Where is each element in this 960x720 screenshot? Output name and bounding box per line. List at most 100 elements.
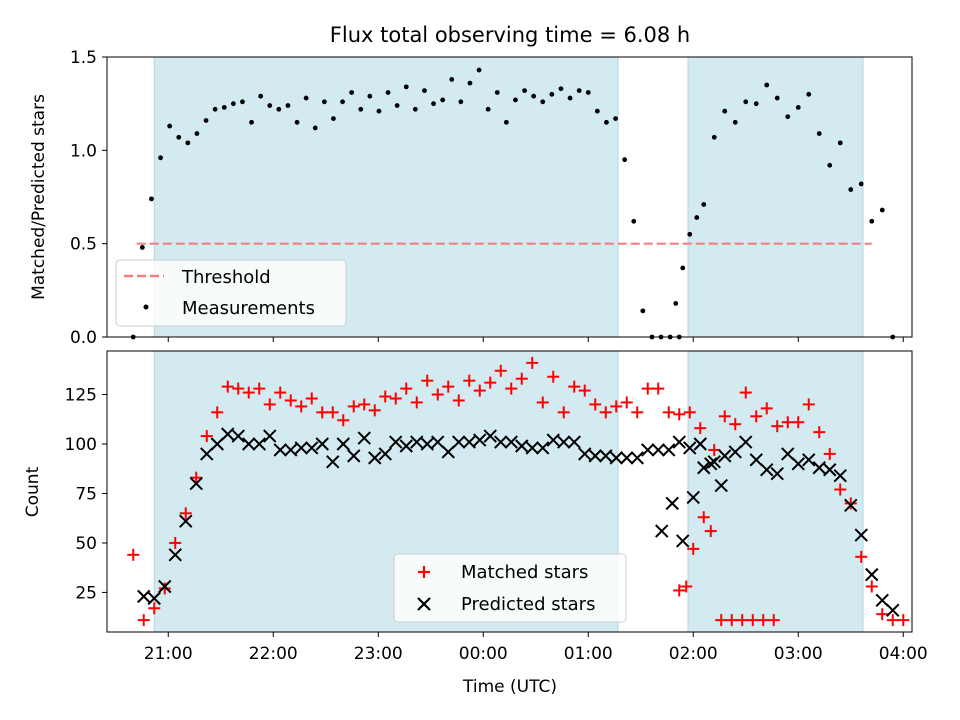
measurement-point — [806, 91, 812, 97]
measurement-point — [522, 88, 527, 93]
x-tick-label: 22:00 — [249, 644, 298, 664]
matched-star-point — [389, 392, 402, 405]
predicted-star-point — [704, 457, 718, 471]
matched-star-point — [760, 402, 773, 415]
measurement-point — [449, 77, 455, 82]
matched-star-point — [505, 382, 518, 395]
predicted-star-point — [315, 437, 329, 451]
predicted-stars-points — [137, 427, 900, 617]
bottom-axes-frame — [106, 350, 913, 633]
measurement-point — [258, 93, 264, 99]
y-tick-label: 25 — [75, 583, 97, 603]
y-tick-label: 1.0 — [70, 141, 97, 161]
measurement-point — [743, 99, 749, 105]
predicted-star-point — [168, 548, 182, 562]
matched-star-point — [295, 400, 308, 413]
top-y-ticks: 0.0 0.5 1.0 1.5 — [70, 48, 107, 348]
y-tick-label: 100 — [65, 435, 97, 455]
measurement-point — [394, 103, 400, 108]
predicted-star-point — [389, 435, 403, 449]
matched-star-point — [547, 370, 560, 383]
matched-star-point — [876, 608, 889, 621]
predicted-star-point — [672, 435, 686, 449]
matched-star-point — [221, 380, 234, 393]
measurement-point — [622, 157, 628, 163]
measurement-point — [732, 119, 738, 125]
measurement-point — [176, 134, 182, 140]
measurement-point — [494, 90, 500, 95]
matched-star-point — [886, 614, 899, 627]
matched-star-point — [463, 374, 476, 387]
matched-star-point — [844, 497, 857, 510]
matched-star-point — [536, 396, 549, 409]
matched-star-point — [253, 382, 266, 395]
bottom-y-axis-label: Count — [23, 466, 43, 517]
matched-star-point — [757, 614, 770, 627]
measurement-point — [673, 301, 679, 306]
matched-star-point — [274, 386, 287, 399]
matched-star-point — [746, 614, 759, 627]
predicted-star-point — [683, 441, 697, 455]
predicted-star-point — [812, 461, 826, 475]
predicted-star-point — [791, 457, 805, 471]
matched-star-point — [631, 406, 644, 419]
measurement-point — [149, 196, 154, 202]
predicted-star-point — [739, 435, 753, 449]
measurement-point — [837, 140, 843, 146]
measurement-point — [331, 116, 336, 121]
predicted-star-point — [305, 441, 319, 455]
matched-star-point — [515, 372, 528, 385]
measurement-point — [340, 99, 345, 105]
measurement-point — [576, 88, 582, 93]
predicted-star-point — [567, 435, 581, 449]
matched-star-point — [687, 542, 700, 555]
predicted-star-point — [693, 437, 707, 451]
predicted-star-point — [221, 427, 235, 441]
measurement-point — [230, 101, 236, 107]
predicted-star-point — [137, 589, 151, 604]
predicted-star-point — [714, 478, 728, 493]
matched-star-point — [200, 430, 213, 443]
measurement-point — [585, 90, 591, 95]
matched-star-point — [179, 507, 192, 520]
x-tick-label: 00:00 — [459, 644, 508, 664]
measurement-point — [631, 218, 637, 224]
predicted-star-point — [770, 466, 784, 481]
matched-star-point — [326, 406, 339, 419]
predicted-star-point — [630, 451, 644, 465]
matched-star-point — [620, 396, 633, 409]
matched-star-point — [680, 580, 693, 593]
matched-star-point — [767, 614, 780, 627]
matched-star-point — [158, 582, 171, 595]
matched-star-point — [715, 614, 728, 627]
predicted-star-point — [431, 435, 445, 449]
measurement-point — [795, 105, 801, 110]
measurement-point — [312, 125, 318, 131]
matched-star-point — [337, 414, 350, 427]
measurement-point — [869, 218, 875, 224]
measurement-point — [167, 123, 173, 129]
top-x-ticks — [167, 337, 904, 342]
measurement-points — [130, 67, 896, 340]
measurement-point — [613, 116, 618, 121]
measurement-point — [294, 119, 300, 125]
chart-title: Flux total observing time = 6.08 h — [330, 23, 690, 47]
measurement-point — [285, 103, 291, 108]
predicted-star-point — [420, 437, 434, 451]
matched-star-point — [725, 614, 738, 627]
measurement-point — [467, 80, 473, 86]
measurement-point — [385, 90, 391, 95]
measurement-point — [203, 118, 209, 123]
matched-star-point — [792, 416, 805, 429]
matched-star-point — [316, 406, 329, 419]
matched-star-point — [169, 536, 182, 549]
bottom-legend: Matched stars Predicted stars — [393, 553, 627, 623]
x-tick-label: 04:00 — [879, 644, 928, 664]
predicted-star-point — [578, 447, 592, 461]
predicted-star-point — [886, 603, 900, 617]
predicted-star-point — [263, 429, 277, 443]
measurement-point — [711, 134, 717, 140]
predicted-legend-label: Predicted stars — [461, 594, 595, 615]
predicted-star-point — [844, 498, 858, 513]
